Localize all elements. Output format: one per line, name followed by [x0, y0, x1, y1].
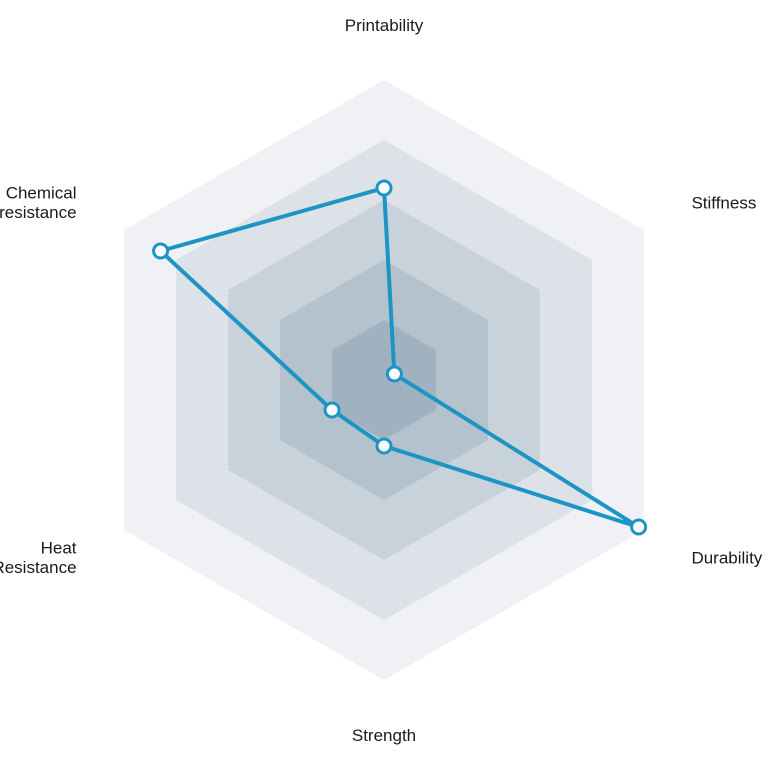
axis-label: Strength	[352, 726, 416, 745]
radar-marker	[325, 403, 339, 417]
radar-marker	[154, 244, 168, 258]
radar-marker	[632, 520, 646, 534]
axis-label: Chemicalresistance	[0, 184, 77, 223]
radar-marker	[377, 181, 391, 195]
axis-label: HeatResistance	[0, 539, 77, 578]
radar-marker	[377, 439, 391, 453]
radar-marker	[387, 367, 401, 381]
axis-label: Durability	[691, 548, 762, 567]
radar-chart: Printability Stiffness Durability Strength H…	[0, 0, 768, 768]
axis-label: Printability	[345, 16, 424, 35]
axis-label: Stiffness	[691, 193, 756, 212]
